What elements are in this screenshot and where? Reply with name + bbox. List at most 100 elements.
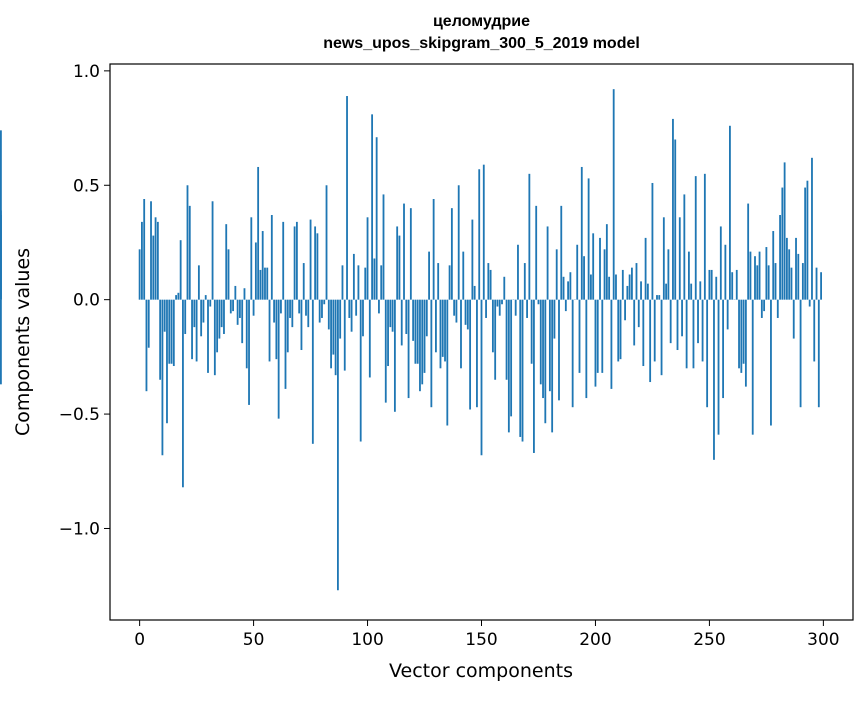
bar [813, 300, 815, 362]
bar [364, 268, 366, 300]
bar [392, 300, 394, 332]
bar [401, 300, 403, 346]
bar [540, 300, 542, 385]
bar [556, 249, 558, 299]
bar [323, 300, 325, 305]
bar [257, 167, 259, 300]
bar [453, 300, 455, 316]
bar [487, 263, 489, 300]
bar [492, 300, 494, 353]
bar [508, 300, 510, 433]
bar [437, 263, 439, 300]
bar [442, 300, 444, 357]
bar [271, 215, 273, 300]
bar [590, 275, 592, 300]
bar [164, 300, 166, 332]
bar [221, 300, 223, 327]
bar [216, 300, 218, 353]
bar [449, 265, 451, 299]
bar [551, 300, 553, 433]
bar [524, 263, 526, 300]
bar [506, 300, 508, 380]
bar [193, 300, 195, 327]
bar [804, 188, 806, 300]
bar [143, 199, 145, 300]
bar [266, 268, 268, 300]
bar [430, 300, 432, 408]
bar [797, 254, 799, 300]
bar [800, 300, 802, 408]
bar [777, 300, 779, 318]
bar [246, 300, 248, 369]
bar [207, 300, 209, 373]
bar [214, 300, 216, 376]
bar [362, 300, 364, 337]
bar [171, 300, 173, 364]
bar [624, 300, 626, 321]
bar [321, 300, 323, 318]
bar [162, 300, 164, 456]
bar [572, 300, 574, 408]
x-tick-label: 150 [465, 630, 497, 650]
bar [467, 300, 469, 330]
bar [383, 194, 385, 299]
bar [166, 300, 168, 424]
bar [244, 288, 246, 299]
bar [727, 300, 729, 330]
bar [667, 249, 669, 299]
bar [278, 300, 280, 419]
bar [690, 284, 692, 300]
bar [367, 217, 369, 299]
bar [542, 300, 544, 398]
bar [419, 300, 421, 392]
bar [314, 226, 316, 299]
bar [440, 300, 442, 369]
bar [656, 295, 658, 300]
bar [230, 300, 232, 314]
bar [599, 238, 601, 300]
bar [494, 300, 496, 380]
bar [196, 300, 198, 362]
bar [433, 199, 435, 300]
chart-title: целомудрие [110, 13, 853, 31]
bar [239, 300, 241, 318]
bar [287, 300, 289, 353]
bar [615, 275, 617, 300]
y-tick-label: 0.0 [73, 291, 100, 311]
bar [693, 300, 695, 369]
bar [772, 231, 774, 300]
bar [289, 300, 291, 318]
bar [444, 300, 446, 362]
bar [182, 300, 184, 488]
bar [688, 252, 690, 300]
bar [784, 162, 786, 299]
bar [743, 300, 745, 364]
bar [722, 300, 724, 398]
bar [736, 270, 738, 300]
bar [818, 300, 820, 408]
bar [633, 300, 635, 346]
bar [0, 300, 2, 385]
bar [330, 300, 332, 369]
bar [408, 300, 410, 398]
bar [458, 185, 460, 299]
bar [636, 263, 638, 300]
bar [606, 224, 608, 300]
bar [763, 300, 765, 311]
bar [414, 300, 416, 364]
bar [768, 265, 770, 299]
bar [547, 226, 549, 299]
bar [567, 281, 569, 299]
bar [175, 295, 177, 300]
bar [531, 300, 533, 364]
bar [481, 300, 483, 456]
bar [303, 263, 305, 300]
bar [775, 263, 777, 300]
bar [157, 222, 159, 300]
bar [435, 300, 437, 353]
chart-subtitle: news_upos_skipgram_300_5_2019 model [110, 35, 853, 53]
bar [305, 300, 307, 316]
bar [218, 300, 220, 339]
bar [369, 300, 371, 378]
